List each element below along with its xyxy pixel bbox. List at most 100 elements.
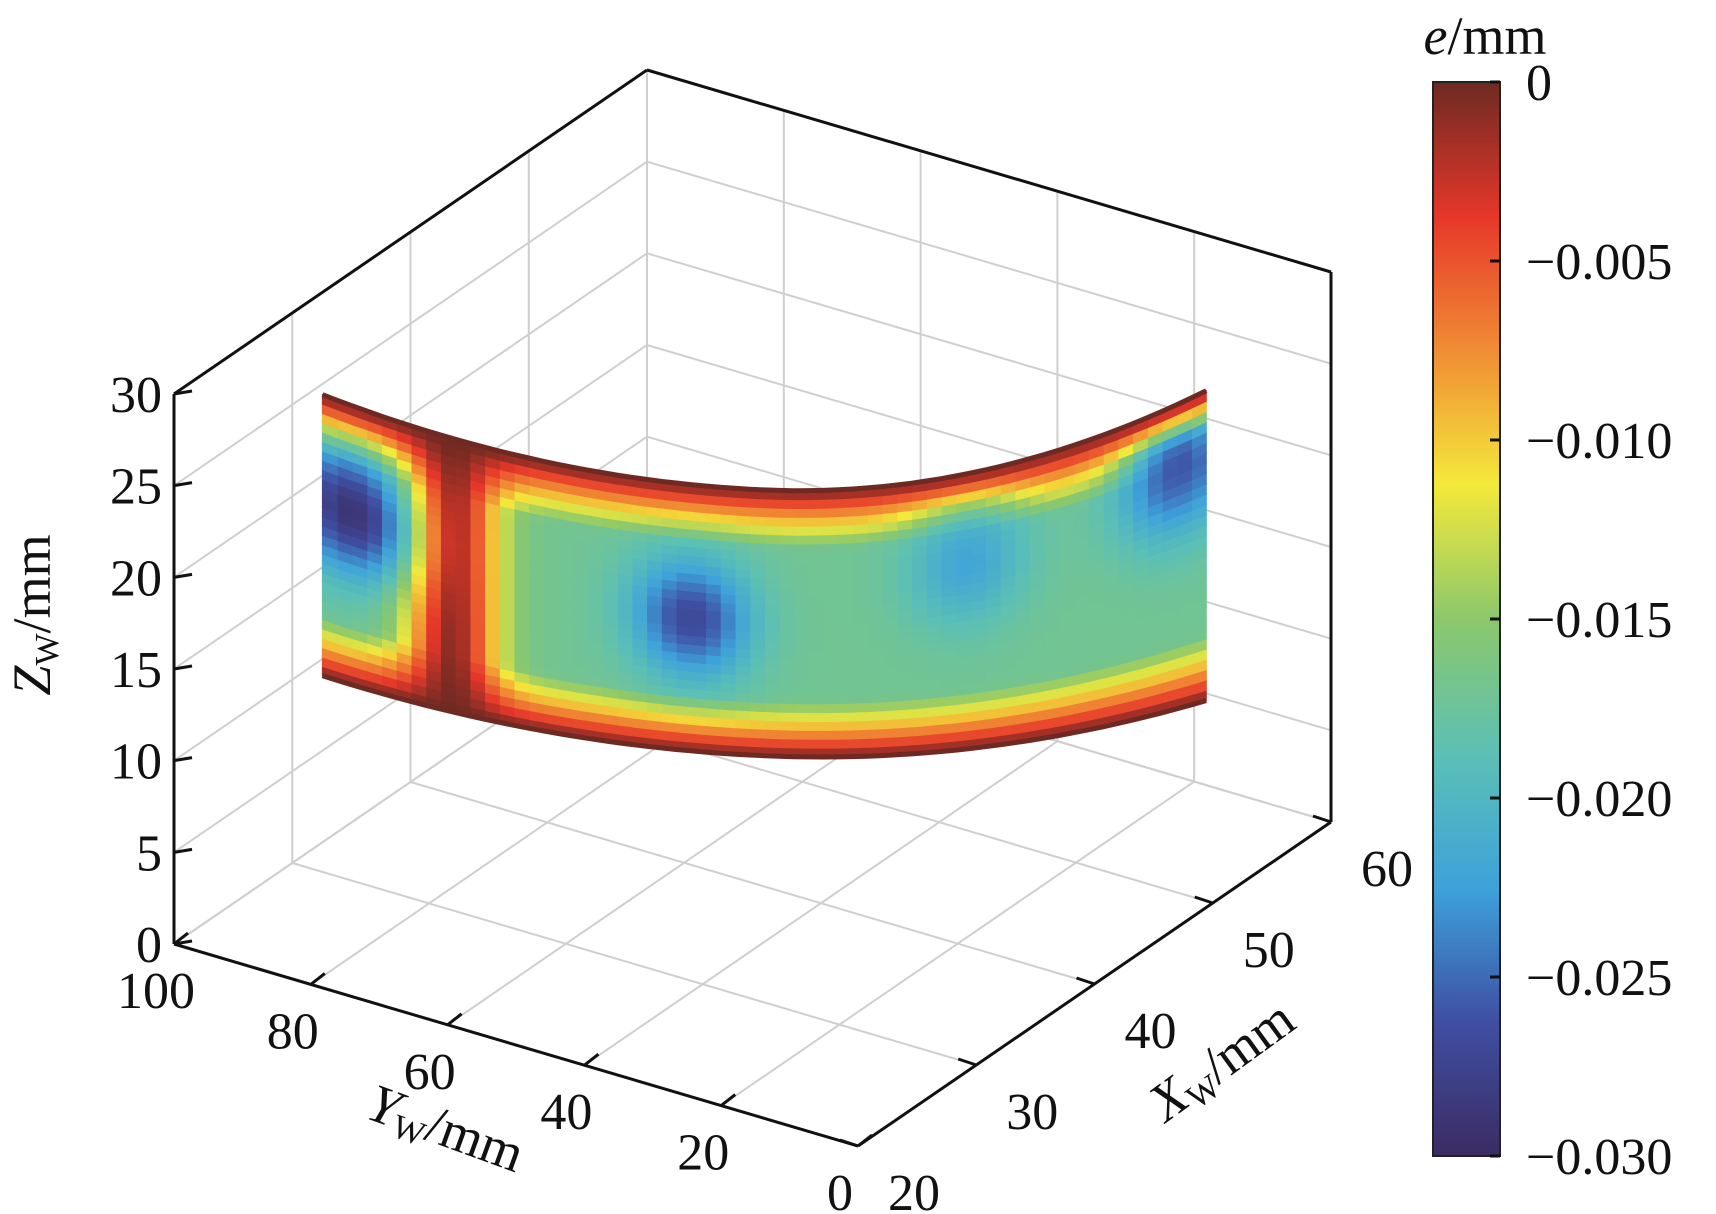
axis-edge	[173, 942, 859, 1148]
surface-patch	[866, 665, 883, 677]
surface-patch	[734, 709, 751, 721]
surface-patch	[719, 504, 736, 516]
surface-patch	[866, 629, 883, 641]
surface-patch	[763, 657, 780, 669]
error-surface	[321, 388, 1208, 760]
surface-patch	[719, 548, 736, 560]
surface-patch	[793, 543, 810, 554]
surface-patch	[793, 738, 810, 749]
surface-patch	[748, 710, 765, 721]
surface-patch	[822, 711, 839, 723]
surface-patch	[778, 622, 795, 634]
surface-patch	[807, 658, 824, 669]
surface-patch	[719, 495, 736, 507]
z-tick	[173, 481, 193, 488]
surface-patch	[822, 560, 839, 571]
surface-patch	[748, 701, 765, 713]
surface-patch	[822, 693, 839, 705]
surface-patch	[778, 498, 795, 510]
surface-patch	[793, 516, 810, 527]
surface-patch	[748, 523, 765, 535]
surface-patch	[852, 710, 869, 722]
surface-patch	[719, 530, 736, 543]
colorbar-tick-label: 0	[1526, 55, 1552, 112]
surface-patch	[837, 541, 854, 553]
surface-patch	[881, 655, 898, 667]
z-tick-label: 30	[110, 367, 162, 424]
surface-patch	[719, 699, 736, 711]
surface-patch	[852, 531, 869, 544]
surface-patch	[852, 603, 869, 615]
surface-patch	[778, 667, 795, 678]
surface-patch	[793, 596, 810, 607]
surface-patch	[763, 737, 780, 749]
surface-patch	[822, 551, 839, 563]
surface-patch	[763, 639, 780, 651]
x-tick-label: 30	[1006, 1084, 1058, 1141]
surface-patch	[748, 656, 765, 668]
surface-patch	[748, 683, 765, 695]
surface-patch	[852, 594, 869, 606]
surface-patch	[837, 586, 854, 598]
surface-patch	[837, 577, 854, 589]
surface-patch	[852, 621, 869, 633]
x-tick	[1312, 814, 1332, 824]
surface-patch	[837, 506, 854, 518]
surface-patch	[837, 684, 854, 696]
surface-patch	[793, 605, 810, 616]
surface-patch	[866, 593, 883, 605]
surface-patch	[793, 552, 810, 563]
surface-patch	[748, 594, 765, 606]
surface-patch	[837, 720, 854, 731]
surface-patch	[837, 729, 854, 740]
surface-patch	[778, 587, 795, 598]
surface-patch	[837, 497, 854, 509]
surface-patch	[748, 736, 765, 748]
surface-patch	[852, 523, 869, 535]
surface-patch	[822, 738, 839, 749]
surface-patch	[822, 676, 839, 687]
surface-patch	[734, 700, 751, 712]
surface-patch	[807, 738, 824, 749]
surface-patch	[866, 736, 883, 748]
x-tick-label: 60	[1361, 841, 1413, 898]
surface-patch	[719, 708, 736, 720]
surface-patch	[734, 576, 751, 588]
surface-patch	[793, 525, 810, 536]
surface-patch	[763, 524, 780, 536]
surface-patch	[837, 622, 854, 633]
surface-patch	[748, 577, 765, 589]
surface-patch	[734, 540, 751, 552]
surface-patch	[719, 725, 736, 738]
surface-patch	[748, 639, 765, 651]
z-tick-label: 10	[110, 734, 162, 791]
axis-ticks: 0 5 10 15 20 25 30 0 20 40 60 80 100 20 30 40 50 60	[110, 367, 1413, 1214]
surface-patch	[763, 666, 780, 678]
surface-patch	[734, 664, 751, 676]
y-tick-label: 80	[267, 1003, 319, 1060]
surface-patch	[734, 602, 751, 614]
surface-patch	[881, 736, 898, 748]
z-tick	[173, 756, 193, 763]
surface-patch	[748, 648, 765, 659]
surface-patch	[807, 640, 824, 652]
surface-patch	[719, 628, 736, 640]
surface-patch	[778, 613, 795, 625]
colorbar: e/mm 0 −0.005 −0.010 −0.015 −0.020 −0.025 −0.0…	[1424, 6, 1673, 1186]
z-tick	[173, 389, 193, 396]
surface-patch	[822, 498, 839, 509]
y-tick	[857, 1133, 873, 1148]
surface-patch	[748, 532, 765, 544]
surface-patch	[837, 559, 854, 571]
surface-patch	[719, 522, 736, 534]
surface-patch	[778, 684, 795, 696]
surface-patch	[837, 675, 854, 687]
surface-patch	[822, 613, 839, 625]
surface-patch	[807, 507, 824, 518]
surface-patch	[837, 595, 854, 607]
surface-patch	[763, 693, 780, 704]
surface-patch	[837, 550, 854, 562]
surface-patch	[748, 497, 765, 509]
surface-patch	[748, 603, 765, 615]
surface-patch	[778, 578, 795, 589]
